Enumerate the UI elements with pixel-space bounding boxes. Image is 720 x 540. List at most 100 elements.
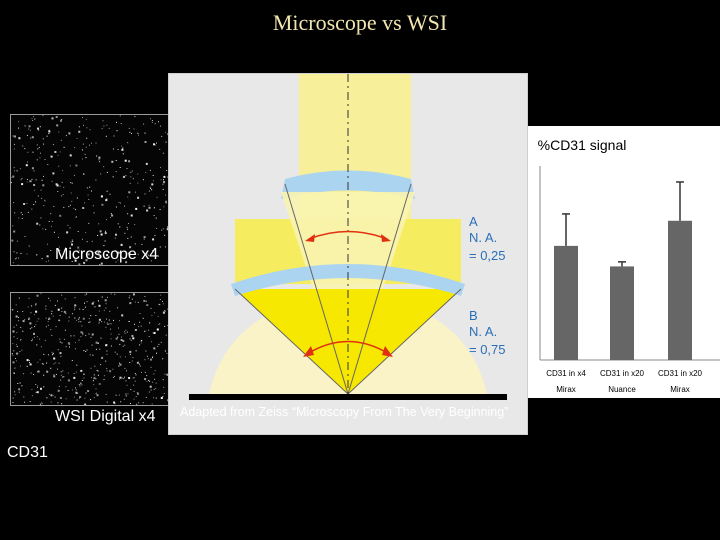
speckle (79, 396, 82, 398)
speckle (93, 397, 95, 399)
stain-label: CD31 (7, 444, 48, 461)
speckle (164, 311, 166, 312)
speckle (27, 211, 29, 213)
speckle (81, 149, 83, 151)
speckle (31, 305, 33, 307)
speckle (158, 121, 159, 123)
speckle (16, 345, 18, 347)
speckle (59, 397, 62, 399)
speckle (159, 246, 161, 248)
speckle (125, 329, 127, 331)
speckle (34, 326, 36, 328)
speckle (76, 197, 78, 199)
speckle (104, 240, 106, 242)
speckle (58, 165, 60, 167)
speckle (163, 386, 165, 388)
speckle (157, 255, 159, 257)
speckle (118, 365, 120, 367)
arrowhead-a-left (305, 234, 315, 242)
speckle (50, 329, 52, 331)
speckle (147, 254, 149, 256)
speckle (164, 246, 166, 248)
speckle (31, 208, 33, 210)
speckle (105, 307, 107, 309)
speckle (128, 223, 129, 224)
arrowhead-a-right (381, 234, 391, 242)
speckle (117, 149, 119, 150)
speckle (146, 375, 148, 377)
speckle (69, 204, 71, 206)
speckle (164, 350, 166, 352)
speckle (83, 173, 85, 175)
speckle (110, 293, 112, 295)
speckle (52, 143, 54, 145)
speckle (162, 183, 164, 185)
speckle (38, 129, 40, 131)
speckle (51, 351, 53, 353)
speckle (16, 352, 19, 355)
speckle (61, 119, 63, 121)
speckle (37, 371, 39, 373)
speckle (122, 340, 125, 342)
speckle (89, 186, 91, 188)
speckle (137, 173, 139, 175)
speckle (154, 144, 156, 146)
speckle (74, 307, 76, 309)
speckle (115, 394, 117, 396)
speckle (28, 297, 30, 299)
speckle (30, 312, 32, 314)
speckle (36, 159, 38, 161)
speckle (89, 144, 90, 146)
speckle (126, 384, 128, 386)
speckle (136, 403, 138, 405)
speckle (61, 403, 63, 405)
speckle (134, 329, 137, 331)
arrowhead-b-right (382, 346, 393, 357)
speckle (83, 261, 86, 264)
speckle (26, 202, 28, 204)
speckle (162, 303, 164, 305)
speckle (106, 198, 108, 200)
speckle (104, 232, 107, 235)
speckle (46, 370, 49, 373)
speckle (98, 322, 100, 324)
speckle (90, 376, 92, 378)
speckle (81, 380, 83, 381)
speckle (37, 361, 39, 363)
speckle (105, 135, 107, 137)
speckle (162, 396, 164, 397)
speckle (83, 350, 85, 352)
speckle (58, 319, 60, 321)
speckle (27, 306, 29, 308)
speckle (129, 131, 131, 133)
speckle (20, 252, 22, 254)
speckle (122, 345, 124, 347)
speckle (88, 333, 90, 335)
speckle (124, 367, 126, 369)
speckle (80, 336, 82, 338)
speckle (78, 249, 80, 251)
speckle (118, 327, 119, 329)
speckle (116, 353, 118, 355)
speckle (162, 311, 165, 314)
speckle (86, 137, 88, 139)
speckle (125, 380, 127, 382)
speckle (151, 403, 153, 405)
speckle (160, 294, 162, 296)
speckle (119, 362, 121, 364)
speckle (39, 126, 41, 128)
speckle (84, 202, 86, 204)
speckle (139, 363, 140, 365)
speckle (69, 165, 71, 167)
speckle (66, 257, 68, 259)
speckle (153, 347, 156, 350)
speckle (115, 249, 117, 251)
speckle (149, 385, 152, 388)
speckle (149, 169, 151, 171)
speckle (114, 293, 116, 295)
speckle (45, 308, 47, 310)
speckle (104, 299, 107, 302)
speckle (99, 264, 101, 265)
speckle (160, 167, 161, 168)
speckle (133, 384, 135, 386)
